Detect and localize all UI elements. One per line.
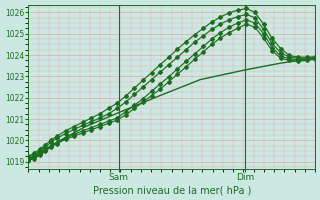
- X-axis label: Pression niveau de la mer( hPa ): Pression niveau de la mer( hPa ): [92, 185, 251, 195]
